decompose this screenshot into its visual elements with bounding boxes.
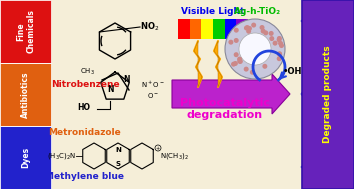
Circle shape xyxy=(234,28,239,33)
Circle shape xyxy=(239,33,271,65)
Text: Ag-h-TiO₂: Ag-h-TiO₂ xyxy=(234,6,281,15)
Bar xyxy=(0,126,51,189)
Text: Degraded products: Degraded products xyxy=(323,46,332,143)
Circle shape xyxy=(278,41,283,46)
Text: N(CH$_3$)$_2$: N(CH$_3$)$_2$ xyxy=(160,151,189,161)
FancyArrow shape xyxy=(312,18,342,36)
Circle shape xyxy=(262,64,267,69)
Circle shape xyxy=(234,52,239,57)
Circle shape xyxy=(237,59,242,64)
Circle shape xyxy=(245,25,250,30)
Text: Dyes: Dyes xyxy=(21,147,30,168)
Text: Metronidazole: Metronidazole xyxy=(48,128,121,137)
Bar xyxy=(201,19,213,39)
Circle shape xyxy=(277,56,282,61)
Circle shape xyxy=(233,61,238,66)
Text: N$^+$O$^-$: N$^+$O$^-$ xyxy=(141,80,165,90)
Polygon shape xyxy=(194,41,202,87)
Bar xyxy=(213,19,225,39)
Circle shape xyxy=(238,59,243,64)
Circle shape xyxy=(277,51,282,56)
Circle shape xyxy=(251,22,256,28)
Text: Visible Light: Visible Light xyxy=(181,6,245,15)
Text: NO$_2$: NO$_2$ xyxy=(140,21,159,33)
Bar xyxy=(0,63,51,126)
Circle shape xyxy=(244,26,249,30)
Circle shape xyxy=(225,19,285,79)
Text: O$^-$: O$^-$ xyxy=(147,91,159,99)
Circle shape xyxy=(228,40,233,45)
Text: S: S xyxy=(115,161,120,167)
FancyArrow shape xyxy=(312,85,342,103)
Circle shape xyxy=(244,67,249,72)
Circle shape xyxy=(277,52,282,57)
Circle shape xyxy=(269,36,274,41)
FancyArrow shape xyxy=(172,74,290,114)
Text: HO: HO xyxy=(77,102,90,112)
Circle shape xyxy=(259,25,264,30)
Circle shape xyxy=(273,41,278,46)
Circle shape xyxy=(250,70,255,75)
Text: Nitrobenzene: Nitrobenzene xyxy=(51,80,119,89)
Bar xyxy=(302,0,354,189)
Bar xyxy=(236,19,248,39)
Text: Methylene blue: Methylene blue xyxy=(45,172,125,181)
Text: Antibiotics: Antibiotics xyxy=(21,71,30,118)
Circle shape xyxy=(269,31,274,36)
Bar xyxy=(190,19,201,39)
Text: N: N xyxy=(115,147,121,153)
Circle shape xyxy=(234,38,239,43)
Circle shape xyxy=(237,57,242,62)
Circle shape xyxy=(231,62,236,67)
Circle shape xyxy=(247,26,252,31)
Text: N: N xyxy=(108,84,114,94)
Text: (H$_3$C)$_2$N: (H$_3$C)$_2$N xyxy=(47,151,76,161)
Bar xyxy=(51,0,302,189)
Circle shape xyxy=(277,36,282,41)
Text: +: + xyxy=(156,146,160,150)
Circle shape xyxy=(279,43,284,48)
Text: CH$_3$: CH$_3$ xyxy=(80,67,95,77)
Text: Photocatalytic
degradation: Photocatalytic degradation xyxy=(180,98,270,120)
Circle shape xyxy=(276,37,281,42)
Circle shape xyxy=(246,29,251,34)
Bar xyxy=(225,19,236,39)
Bar xyxy=(178,19,190,39)
FancyArrow shape xyxy=(312,152,342,170)
Circle shape xyxy=(261,29,266,34)
Text: Fine
Chemicals: Fine Chemicals xyxy=(16,9,35,53)
Polygon shape xyxy=(214,41,222,87)
Text: N: N xyxy=(124,74,130,84)
Text: •OH: •OH xyxy=(283,67,302,75)
Circle shape xyxy=(263,30,268,35)
Bar xyxy=(0,0,51,63)
